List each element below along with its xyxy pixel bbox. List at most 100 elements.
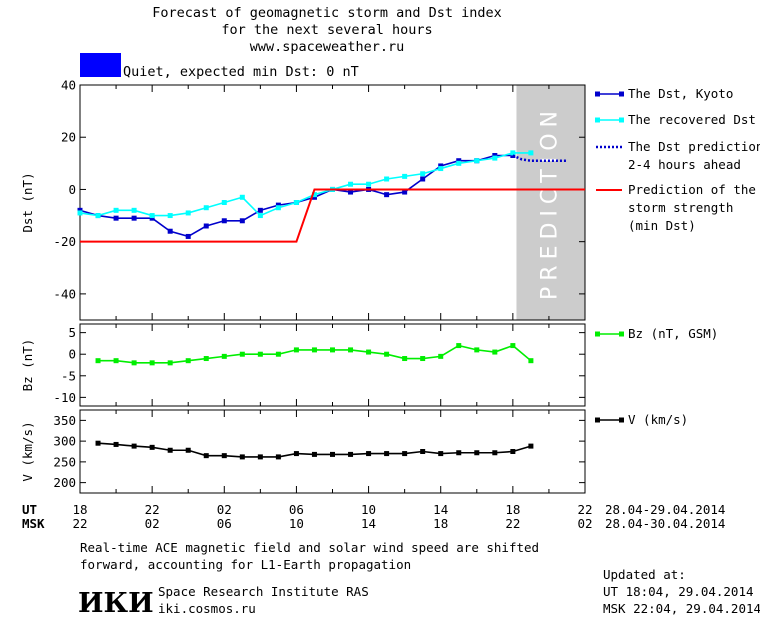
data-point bbox=[348, 451, 354, 457]
data-point bbox=[185, 210, 191, 216]
data-point bbox=[510, 449, 516, 454]
legend-label: Bz (nT, GSM) bbox=[628, 326, 718, 341]
data-point bbox=[203, 356, 209, 362]
legend-entry: The Dst, Kyoto bbox=[595, 86, 733, 101]
data-point bbox=[167, 447, 173, 453]
data-point bbox=[131, 443, 137, 449]
data-point bbox=[77, 207, 83, 213]
data-point bbox=[203, 223, 209, 229]
data-point bbox=[456, 450, 462, 456]
msk-date-range: 28.04-30.04.2014 bbox=[605, 516, 725, 531]
data-point bbox=[131, 215, 137, 221]
ut-tick-label: 02 bbox=[217, 502, 232, 517]
data-point bbox=[77, 210, 83, 216]
prediction-region bbox=[516, 85, 585, 320]
data-point bbox=[402, 189, 408, 195]
iki-logo: ИКИ bbox=[78, 588, 154, 619]
data-point bbox=[348, 347, 354, 353]
legend-label: 2-4 hours ahead bbox=[628, 157, 741, 172]
data-point bbox=[528, 358, 534, 364]
data-point bbox=[185, 358, 191, 364]
data-point bbox=[492, 450, 498, 456]
data-point bbox=[293, 451, 299, 457]
msk-tick-label: 22 bbox=[72, 516, 87, 531]
data-point bbox=[330, 347, 335, 353]
legend-label: The Dst prediction bbox=[628, 139, 760, 154]
y-tick-label: 40 bbox=[61, 78, 76, 93]
data-point bbox=[167, 213, 173, 219]
data-point bbox=[438, 451, 444, 457]
data-point bbox=[95, 358, 101, 364]
y-tick-label: 250 bbox=[53, 454, 76, 469]
msk-axis-label: MSK bbox=[22, 516, 45, 531]
chart-source-url: www.spaceweather.ru bbox=[250, 39, 404, 55]
data-point bbox=[384, 451, 390, 457]
series-line bbox=[79, 152, 531, 217]
ut-axis-label: UT bbox=[22, 502, 37, 517]
data-point bbox=[257, 213, 263, 219]
prediction-label: PREDICTION bbox=[538, 105, 563, 300]
y-tick-label: 5 bbox=[68, 325, 76, 340]
data-point bbox=[257, 351, 263, 357]
ut-tick-label: 22 bbox=[145, 502, 160, 517]
v-panel: 350 300 250 200 V (km/s) V (km/s) bbox=[20, 409, 688, 494]
institute-name: Space Research Institute RAS bbox=[158, 584, 369, 599]
data-point bbox=[492, 349, 498, 355]
legend-entry: The Dst prediction 2-4 hours ahead bbox=[596, 139, 760, 172]
status-text: Quiet, expected min Dst: 0 nT bbox=[123, 64, 359, 80]
data-point bbox=[221, 453, 227, 459]
legend-marker bbox=[595, 117, 600, 123]
updated-msk: MSK 22:04, 29.04.2014 bbox=[603, 601, 760, 616]
y-tick-label: 0 bbox=[68, 182, 76, 197]
data-point bbox=[131, 207, 137, 213]
data-point bbox=[113, 215, 119, 221]
msk-tick-label: 22 bbox=[505, 516, 520, 531]
status-color-swatch bbox=[80, 53, 121, 77]
data-point bbox=[167, 360, 173, 366]
data-point bbox=[384, 176, 390, 182]
data-point bbox=[185, 447, 191, 453]
msk-tick-label: 14 bbox=[361, 516, 376, 531]
data-point bbox=[420, 449, 426, 454]
msk-tick-label: 10 bbox=[289, 516, 304, 531]
legend-label: The Dst, Kyoto bbox=[628, 86, 733, 101]
data-point bbox=[348, 189, 354, 195]
data-point bbox=[149, 444, 155, 450]
data-point bbox=[330, 451, 335, 457]
bz-y-axis-label: Bz (nT) bbox=[20, 339, 35, 392]
bz-frame bbox=[79, 323, 586, 407]
data-point bbox=[474, 347, 480, 353]
legend-entry: The recovered Dst bbox=[595, 112, 756, 127]
data-point bbox=[366, 451, 372, 457]
dst-panel: PREDICTION 40 20 0 -20 -40 Dst (nT) The Dst, Ky… bbox=[20, 78, 760, 321]
msk-tick-label: 02 bbox=[577, 516, 592, 531]
data-point bbox=[456, 158, 462, 164]
data-point bbox=[402, 356, 408, 362]
data-point bbox=[239, 351, 245, 357]
data-point bbox=[492, 155, 498, 161]
legend-marker bbox=[619, 417, 624, 423]
data-point bbox=[420, 171, 426, 177]
data-point bbox=[348, 181, 354, 187]
footnote-line1: Real-time ACE magnetic field and solar w… bbox=[80, 540, 539, 555]
data-point bbox=[257, 207, 263, 213]
series-line bbox=[79, 154, 513, 238]
data-point bbox=[221, 218, 227, 224]
data-point bbox=[528, 443, 534, 449]
ut-tick-label: 06 bbox=[289, 502, 304, 517]
data-point bbox=[438, 353, 444, 359]
data-point bbox=[474, 450, 480, 456]
data-point bbox=[510, 150, 516, 156]
data-point bbox=[149, 213, 155, 219]
y-tick-label: 0 bbox=[68, 347, 76, 362]
data-point bbox=[275, 351, 281, 357]
data-point bbox=[239, 454, 245, 460]
y-tick-label: -20 bbox=[53, 234, 76, 249]
y-tick-label: 350 bbox=[53, 413, 76, 428]
ut-date-range: 28.04-29.04.2014 bbox=[605, 502, 725, 517]
data-point bbox=[402, 173, 408, 179]
data-point bbox=[239, 218, 245, 224]
updated-label: Updated at: bbox=[603, 567, 686, 582]
y-tick-label: -5 bbox=[61, 368, 76, 383]
